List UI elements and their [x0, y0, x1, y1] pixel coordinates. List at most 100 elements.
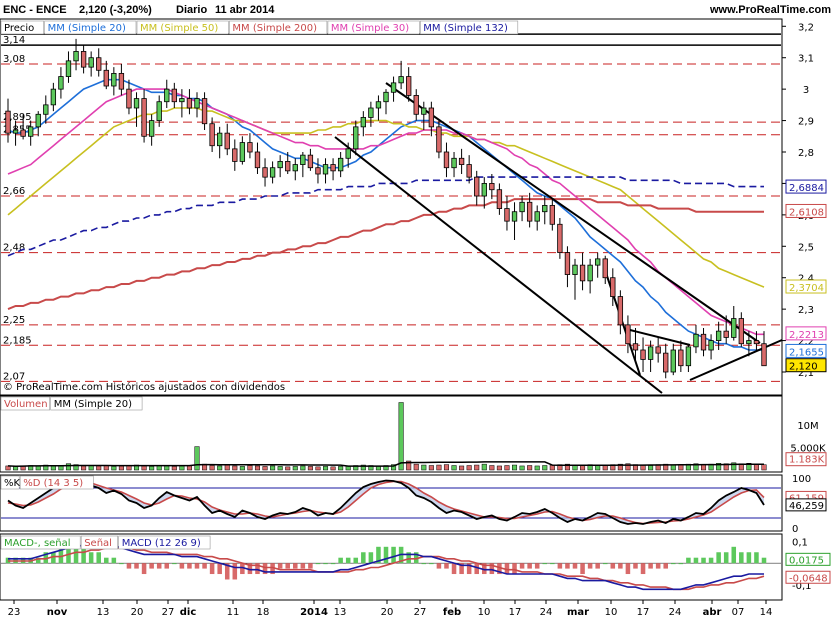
- volume-average-line: [7, 461, 764, 467]
- macd-histogram-bar: [187, 563, 192, 569]
- date-tick-label: 18: [257, 607, 270, 618]
- date-tick-label: 24: [669, 607, 682, 618]
- legend-item-box: [229, 20, 328, 35]
- macd-histogram-bar: [648, 563, 653, 569]
- value-tag-text: 2,120: [789, 362, 818, 373]
- date-tick-label: 17: [637, 607, 650, 618]
- volume-bar: [96, 465, 102, 471]
- macd-tick-label: 0,1: [792, 537, 808, 548]
- candle-body: [141, 98, 147, 137]
- volume-bar: [542, 465, 548, 471]
- volume-bar: [716, 463, 722, 471]
- date-tick-label: 2014: [300, 607, 328, 618]
- volume-bar: [270, 465, 276, 471]
- candle-body: [610, 277, 616, 297]
- volume-bar: [300, 465, 306, 471]
- macd-histogram-bar: [149, 563, 154, 569]
- volume-bar: [617, 463, 623, 471]
- candle-body: [50, 88, 57, 106]
- macd-histogram-bar: [565, 563, 570, 569]
- macd-histogram-bar: [81, 546, 86, 564]
- volume-bar: [232, 465, 238, 471]
- macd-histogram-bar: [519, 563, 525, 569]
- candle-body: [368, 107, 374, 118]
- volume-bar: [164, 465, 170, 471]
- candle-body: [617, 296, 624, 326]
- value-tag: 2,3704: [785, 279, 827, 294]
- candle-body: [602, 258, 608, 279]
- candle-body: [496, 189, 503, 209]
- volume-bar: [171, 466, 177, 471]
- date-tick-label: 17: [509, 607, 522, 618]
- macd-histogram-bar: [557, 563, 563, 569]
- macd-histogram-bar: [202, 563, 207, 569]
- candle-body: [300, 154, 306, 165]
- candle-body: [247, 142, 253, 153]
- macd-histogram-bar: [247, 563, 253, 575]
- macd-histogram-bar: [172, 563, 177, 565]
- date-tick-label: 23: [8, 607, 21, 618]
- candle-body: [292, 164, 298, 172]
- value-tag-text: 2,3704: [789, 283, 824, 294]
- macd-histogram-bar: [293, 563, 298, 569]
- macd-histogram-bar: [96, 552, 101, 564]
- volume-bar: [73, 464, 79, 471]
- volume-bar: [451, 465, 457, 471]
- date-tick-label: 20: [381, 607, 394, 618]
- candle-body: [526, 201, 533, 222]
- legend-item-text: MM (Simple 50): [140, 23, 218, 34]
- legend-item-text: %D (14 3 5): [23, 478, 83, 489]
- stoch-tag-box: [785, 498, 827, 512]
- volume-bar: [141, 465, 147, 471]
- date-tick-label: 07: [732, 607, 745, 618]
- macd-histogram-bar: [277, 563, 283, 569]
- macd-histogram-bar: [194, 563, 200, 569]
- legend-item-text: Volumen: [4, 399, 48, 410]
- legend-item-text: MM (Simple 20): [54, 399, 132, 410]
- volume-tag-box: [785, 452, 827, 467]
- volume-bar: [315, 466, 321, 471]
- candlesticks: [5, 38, 767, 379]
- macd-histogram-bar: [368, 552, 374, 564]
- candle-body: [330, 164, 336, 172]
- macd-histogram-bar: [164, 563, 170, 569]
- volume-bar: [466, 465, 472, 471]
- legend-item-box: [118, 535, 211, 550]
- level-label: 2,25: [3, 315, 25, 326]
- date-tick-label: 27: [162, 607, 175, 618]
- legend-item-text: MM (Simple 132): [423, 23, 508, 34]
- date-tick-label: 14: [760, 607, 773, 618]
- volume-tag-text: 1.183K: [789, 455, 825, 466]
- volume-bar: [519, 465, 525, 471]
- macd-histogram-bar: [224, 563, 230, 580]
- candle-body: [96, 57, 102, 71]
- volume-bar: [421, 464, 427, 471]
- date-axis: 23 nov 13 20 27 dic 11 18 2014 13 20 27 feb 10 17 24 mar…: [8, 600, 773, 618]
- macd-histogram-bar: [739, 552, 744, 564]
- legend-item-box: [0, 535, 81, 550]
- candle-body: [443, 151, 450, 169]
- macd-histogram-bar: [663, 563, 668, 569]
- volume-bar: [534, 465, 540, 471]
- date-tick-label: 13: [97, 607, 110, 618]
- macd-histogram-bar: [451, 563, 457, 575]
- candle-body: [209, 123, 215, 147]
- volume-bar: [648, 465, 654, 471]
- candle-body: [421, 107, 427, 115]
- macd-histogram-bar: [693, 557, 699, 564]
- price-tick-label: 2,5: [798, 242, 814, 253]
- macd-histogram-bar: [708, 557, 714, 564]
- candle-body: [466, 164, 472, 178]
- stoch-tag-text: 46,259: [789, 501, 824, 512]
- stoch-tick-label: 0: [792, 524, 798, 535]
- date-tick-label: nov: [47, 607, 68, 618]
- macd-tag-box: [785, 570, 831, 584]
- candle-body: [715, 330, 722, 341]
- macd-histogram-bar: [716, 552, 721, 564]
- candle-body: [564, 252, 571, 275]
- macd-histogram-bar: [459, 563, 464, 575]
- candle-body: [406, 76, 412, 96]
- macd-histogram-bar: [413, 552, 419, 564]
- candle-body: [239, 142, 246, 162]
